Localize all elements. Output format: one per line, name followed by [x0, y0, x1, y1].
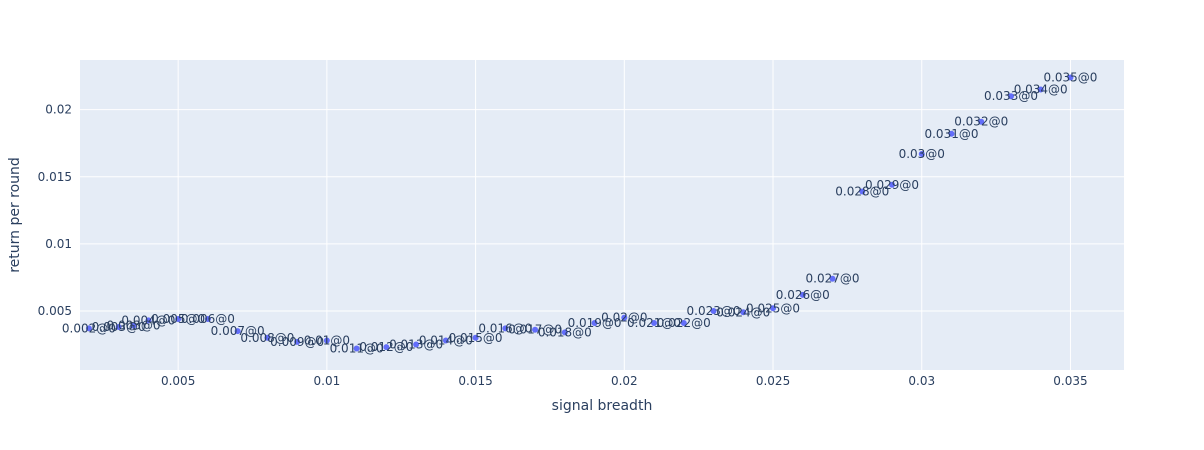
point-label: 0.011@0 [330, 342, 384, 356]
data-point [264, 334, 271, 341]
x-tick-label: 0.035 [1053, 374, 1087, 388]
data-point [204, 316, 211, 323]
data-point [442, 337, 449, 344]
data-point [234, 328, 241, 335]
data-point [175, 316, 182, 323]
data-point [1037, 86, 1044, 93]
point-label: 0.003@0 [92, 320, 146, 334]
data-points [85, 74, 1074, 352]
point-label: 0.002@0 [62, 321, 116, 335]
point-label: 0.026@0 [776, 288, 830, 302]
point-label: 0.034@0 [1014, 83, 1068, 97]
data-point [353, 345, 360, 352]
point-label: 0.035@0 [1043, 70, 1097, 84]
point-label: 0.019@0 [568, 316, 622, 330]
point-label: 0.004@0 [121, 313, 175, 327]
data-point [740, 309, 747, 316]
y-tick-label: 0.005 [38, 304, 72, 318]
point-label: 0.003@0 [107, 319, 161, 333]
point-label: 0.03@0 [899, 147, 945, 161]
data-point [115, 324, 122, 331]
point-label: 0.015@0 [449, 331, 503, 345]
point-label: 0.017@0 [508, 323, 562, 337]
data-point [651, 320, 658, 327]
x-tick-label: 0.015 [458, 374, 492, 388]
data-point [85, 325, 92, 332]
point-label: 0.02@0 [601, 311, 647, 325]
data-point [799, 291, 806, 298]
data-point [294, 338, 301, 345]
data-point [502, 325, 509, 332]
data-point [413, 341, 420, 348]
point-label: 0.033@0 [984, 89, 1038, 103]
y-tick-label: 0.01 [45, 237, 72, 251]
point-label: 0.029@0 [865, 178, 919, 192]
grid-lines [80, 60, 1124, 370]
x-tick-label: 0.03 [908, 374, 935, 388]
point-label: 0.013@0 [389, 338, 443, 352]
point-label: 0.01@0 [304, 333, 350, 347]
data-point [130, 322, 137, 329]
point-label: 0.027@0 [806, 272, 860, 286]
x-tick-label: 0.02 [611, 374, 638, 388]
data-point [859, 188, 866, 195]
data-point [889, 181, 895, 188]
point-label: 0.025@0 [746, 301, 800, 315]
point-labels: 0.002@00.003@00.003@00.004@00.005@00.006… [62, 70, 1098, 355]
point-label: 0.014@0 [419, 333, 473, 347]
point-label: 0.023@0 [687, 304, 741, 318]
data-point [680, 320, 687, 327]
data-point [472, 334, 479, 341]
data-point [383, 344, 390, 351]
data-point [918, 150, 925, 157]
data-point [948, 130, 955, 137]
data-point [1067, 74, 1074, 81]
y-tick-label: 0.02 [45, 103, 72, 117]
data-point [978, 118, 985, 125]
point-label: 0.032@0 [954, 115, 1008, 129]
point-label: 0.008@0 [240, 331, 294, 345]
plot-background [80, 60, 1124, 370]
data-point [770, 305, 777, 312]
y-tick-label: 0.015 [38, 170, 72, 184]
data-point [323, 337, 330, 344]
point-label: 0.024@0 [716, 305, 770, 319]
point-label: 0.007@0 [211, 324, 265, 338]
data-point [1007, 93, 1014, 100]
point-label: 0.028@0 [835, 185, 889, 199]
data-point [145, 317, 152, 324]
data-point [710, 307, 717, 314]
data-point [532, 326, 539, 333]
x-tick-label: 0.025 [756, 374, 790, 388]
data-point [561, 329, 568, 336]
y-axis-title: return per round [7, 157, 23, 273]
point-label: 0.016@0 [478, 321, 532, 335]
x-tick-label: 0.005 [161, 374, 195, 388]
point-label: 0.022@0 [657, 316, 711, 330]
x-tick-labels: 0.005 0.01 0.015 0.02 0.025 0.03 0.035 [161, 374, 1088, 388]
x-axis-title: signal breadth [552, 398, 653, 414]
point-label: 0.021@0 [627, 316, 681, 330]
point-label: 0.006@0 [181, 312, 235, 326]
y-tick-labels: 0.005 0.01 0.015 0.02 [38, 103, 72, 318]
point-label: 0.012@0 [359, 340, 413, 354]
point-label: 0.009@0 [270, 335, 324, 349]
data-point [829, 275, 836, 282]
data-point [591, 320, 598, 327]
x-tick-label: 0.01 [314, 374, 341, 388]
point-label: 0.018@0 [538, 325, 592, 339]
point-label: 0.031@0 [924, 127, 978, 141]
data-point [621, 314, 628, 321]
point-label: 0.005@0 [151, 312, 205, 326]
